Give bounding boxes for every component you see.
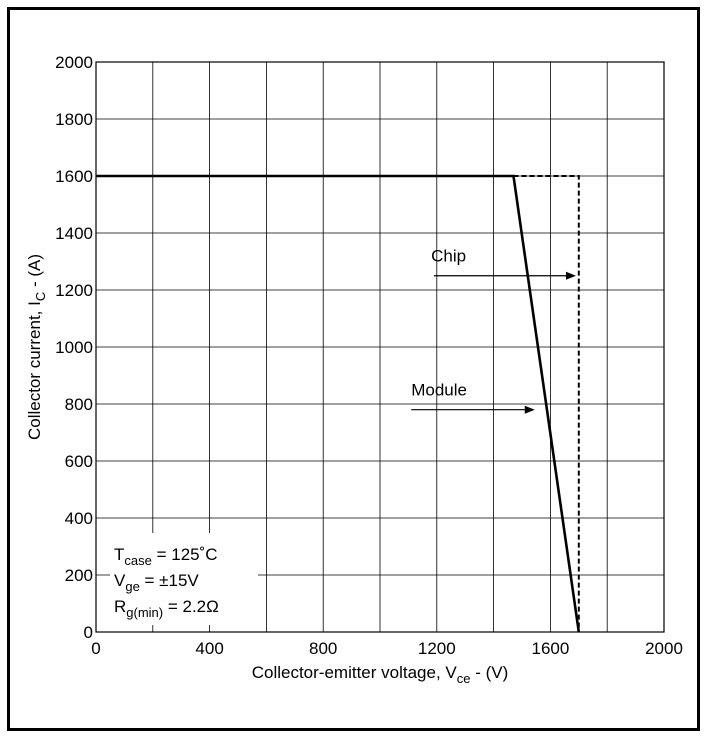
y-tick-label: 1000 — [55, 338, 93, 357]
condition-rest: = 2.2Ω — [163, 597, 219, 616]
tick-labels: 0 400 800 1200 1600 2000 0 200 400 600 800 1000 1200… — [55, 53, 683, 658]
condition-sub: g(min) — [126, 605, 163, 620]
annotation-label-chip: Chip — [431, 247, 466, 266]
condition-sub: case — [124, 553, 151, 568]
x-axis-label-sub: ce — [457, 671, 471, 686]
y-tick-label: 200 — [65, 566, 93, 585]
y-tick-label: 600 — [65, 452, 93, 471]
condition-rest: = 125˚C — [152, 545, 218, 564]
condition-line: Vge = ±15V — [114, 571, 199, 594]
annotations: Chip Module — [411, 247, 576, 414]
x-tick-label: 800 — [309, 639, 337, 658]
y-axis-label: Collector current, IC - (A) — [25, 254, 48, 440]
annotation-arrowhead-module — [524, 405, 535, 414]
x-tick-label: 2000 — [645, 639, 683, 658]
x-tick-label: 0 — [91, 639, 100, 658]
y-tick-label: 1200 — [55, 281, 93, 300]
x-axis-label-unit: - (V) — [470, 663, 508, 682]
y-axis-label-unit: - (A) — [25, 254, 44, 292]
x-axis-label-main: Collector-emitter voltage, V — [252, 663, 458, 682]
y-axis-label-sub: C — [33, 292, 48, 301]
condition-main: V — [114, 571, 126, 590]
y-tick-label: 1800 — [55, 110, 93, 129]
condition-main: R — [114, 597, 126, 616]
condition-rest: = ±15V — [140, 571, 200, 590]
conditions-box-bg — [110, 533, 258, 625]
y-tick-label: 400 — [65, 509, 93, 528]
plot-border — [95, 61, 665, 633]
x-tick-label: 1600 — [531, 639, 569, 658]
condition-sub: ge — [125, 579, 139, 594]
y-tick-label: 2000 — [55, 53, 93, 72]
x-axis-label: Collector-emitter voltage, Vce - (V) — [252, 663, 509, 686]
series-lines — [96, 174, 581, 633]
conditions-box: Tcase = 125˚C Vge = ±15V Rg(min) = 2.2Ω — [114, 545, 219, 620]
condition-main: T — [114, 545, 124, 564]
annotation-label-module: Module — [411, 380, 467, 399]
x-tick-label: 400 — [195, 639, 223, 658]
x-tick-label: 1200 — [418, 639, 456, 658]
y-tick-label: 1600 — [55, 167, 93, 186]
series-chip — [513, 175, 580, 632]
y-axis-label-main: Collector current, I — [25, 301, 44, 440]
condition-line: Rg(min) = 2.2Ω — [114, 597, 219, 620]
y-tick-label: 0 — [84, 623, 93, 642]
y-tick-label: 800 — [65, 395, 93, 414]
annotation-arrowhead-chip — [565, 271, 576, 280]
condition-line: Tcase = 125˚C — [114, 545, 218, 568]
y-tick-label: 1400 — [55, 224, 93, 243]
